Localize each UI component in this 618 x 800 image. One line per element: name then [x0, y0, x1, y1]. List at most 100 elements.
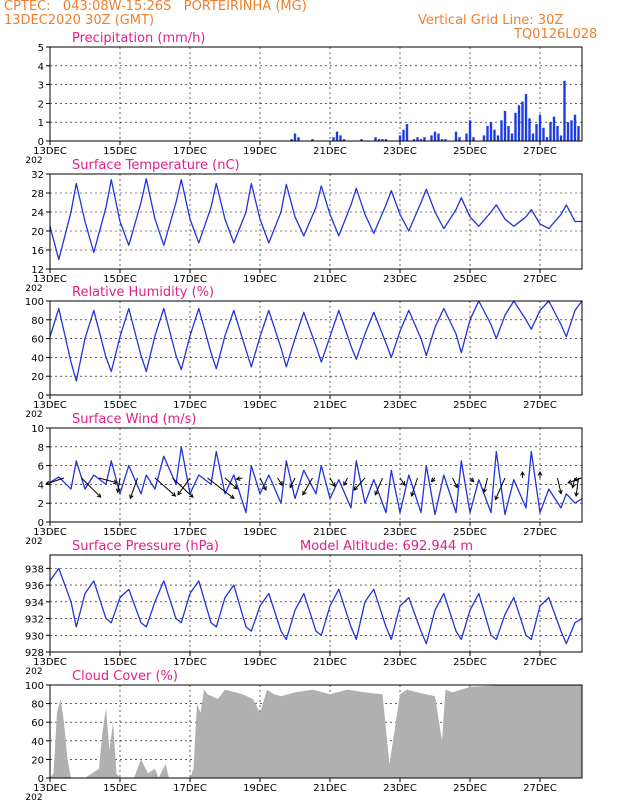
chart-3-wind-arrowhead: [278, 481, 283, 487]
chart-0-precip-bar: [514, 112, 517, 141]
chart-3-wind-arrow: [353, 477, 366, 491]
chart-2-xtick-label-6: 25DEC: [453, 400, 487, 411]
chart-0-precip-bar: [437, 133, 440, 141]
chart-3-wind-arrowhead: [331, 482, 336, 488]
chart-3-xtick-label-2: 17DEC: [173, 527, 207, 538]
chart-0-precip-bar: [430, 135, 433, 141]
chart-0-precip-bar: [433, 131, 437, 141]
chart-0-precip-bar: [577, 126, 580, 141]
chart-5-xtick-label-4: 21DEC: [313, 783, 347, 794]
chart-0-precip-bar: [416, 137, 419, 141]
chart-0-precip-bar: [419, 139, 423, 141]
chart-0-precip-bar: [381, 139, 384, 141]
chart-0-xtick-label-3: 19DEC: [243, 146, 277, 157]
chart-0-precip-bar: [405, 124, 409, 141]
chart-5-ytick-label-1: 20: [31, 755, 44, 766]
chart-1-xtick-label-7: 27DEC: [523, 274, 557, 285]
chart-3-wind-arrow: [343, 477, 348, 486]
chart-3-wind-arrowhead: [567, 479, 573, 484]
chart-5-xtick-label-3: 19DEC: [243, 783, 277, 794]
chart-0-precip-bar: [293, 133, 297, 141]
chart-4-ytick-label-4: 936: [25, 581, 44, 592]
chart-0-ytick-label-2: 2: [38, 99, 44, 110]
chart-0-precip-bar: [290, 139, 293, 141]
chart-3-wind-arrowhead: [302, 490, 307, 496]
chart-5-ytick-label-4: 80: [31, 700, 44, 711]
chart-3-wind-arrowhead: [453, 483, 458, 489]
chart-0-precip-bar: [472, 137, 475, 141]
header-line2-right: TQ0126L028: [514, 27, 598, 42]
chart-3-ytick-label-3: 6: [38, 462, 44, 473]
chart-1-ytick-label-5: 32: [31, 170, 44, 181]
chart-4-annotation: Model Altitude: 692.944 m: [300, 539, 473, 554]
chart-3-wind-arrow: [81, 477, 102, 498]
chart-0-xtick-label-4: 21DEC: [313, 146, 347, 157]
chart-5-year-label: 202: [25, 793, 42, 800]
chart-2-title: Relative Humidity (%): [72, 285, 214, 300]
chart-3-wind-arrow: [452, 477, 458, 488]
chart-1-ytick-label-1: 16: [31, 246, 44, 257]
chart-4-xtick-label-5: 23DEC: [383, 657, 417, 668]
chart-3-xtick-label-5: 23DEC: [383, 527, 417, 538]
chart-4-title: Surface Pressure (hPa): [72, 539, 219, 554]
chart-0-precip-bar: [339, 135, 342, 141]
chart-3-xtick-label-1: 15DEC: [103, 527, 137, 538]
chart-3-wind-arrow: [399, 477, 406, 486]
chart-0-precip-bar: [510, 133, 514, 141]
chart-0-precip-bar: [384, 139, 388, 141]
chart-0-ytick-label-4: 4: [38, 62, 44, 73]
chart-0-xtick-label-2: 17DEC: [173, 146, 207, 157]
chart-4-xtick-label-1: 15DEC: [103, 657, 137, 668]
chart-3-wind-arrowhead: [482, 488, 487, 494]
chart-3-wind-arrow: [411, 477, 418, 497]
chart-0-precip-bar: [549, 122, 552, 141]
chart-1-ytick-label-0: 12: [31, 265, 44, 276]
chart-3-wind-arrowhead: [177, 490, 182, 496]
chart-3-wind-arrowhead: [571, 483, 576, 489]
chart-3-wind-arrow: [117, 477, 121, 493]
chart-2-ytick-label-1: 20: [31, 372, 44, 383]
chart-0-precip-bar: [412, 139, 416, 141]
chart-3-xtick-label-6: 25DEC: [453, 527, 487, 538]
chart-1-xtick-label-4: 21DEC: [313, 274, 347, 285]
chart-0-precip-bar: [297, 137, 300, 141]
chart-3-wind-arrow: [329, 477, 336, 487]
chart-2-xtick-label-2: 17DEC: [173, 400, 207, 411]
chart-1-xtick-label-5: 23DEC: [383, 274, 417, 285]
chart-3-wind-arrow: [154, 477, 176, 497]
chart-3-xtick-label-7: 27DEC: [523, 527, 557, 538]
chart-3-wind-arrow: [374, 477, 383, 495]
chart-3-wind-arrow: [177, 477, 191, 496]
chart-4-xtick-label-2: 17DEC: [173, 657, 207, 668]
chart-3-wind-arrowhead: [574, 492, 579, 498]
chart-0-precip-bar: [563, 80, 566, 141]
chart-0-precip-bar: [489, 122, 493, 141]
chart-0-xtick-label-5: 23DEC: [383, 146, 417, 157]
chart-2-xtick-label-1: 15DEC: [103, 400, 137, 411]
chart-1-series-line: [49, 178, 582, 261]
chart-0-precip-bar: [458, 137, 461, 141]
chart-1-frame: [49, 173, 583, 270]
chart-4-xtick-label-3: 19DEC: [243, 657, 277, 668]
chart-0-title: Precipitation (mm/h): [72, 31, 205, 46]
chart-3-ytick-label-5: 10: [31, 424, 44, 435]
header-line1-right: Vertical Grid Line: 30Z: [418, 13, 564, 28]
chart-0-precip-bar: [398, 135, 402, 141]
chart-2-xtick-label-0: 13DEC: [33, 400, 67, 411]
chart-4-xtick-label-0: 13DEC: [33, 657, 67, 668]
chart-0-precip-bar: [542, 127, 545, 141]
chart-0-precip-bar: [335, 131, 339, 141]
chart-3-wind-arrowhead: [112, 479, 119, 485]
chart-3-wind-arrow: [129, 477, 138, 499]
chart-4-ytick-label-1: 930: [25, 631, 44, 642]
chart-0-precip-bar: [486, 126, 489, 141]
chart-0-precip-bar: [444, 139, 447, 141]
chart-1-xtick-label-6: 25DEC: [453, 274, 487, 285]
chart-0-precip-bar: [500, 120, 503, 141]
chart-3-xtick-label-0: 13DEC: [33, 527, 67, 538]
chart-3-wind-arrowhead: [188, 493, 194, 498]
chart-4-ytick-label-3: 934: [25, 598, 44, 609]
chart-0-ytick-label-1: 1: [38, 118, 44, 129]
chart-2-frame: [49, 300, 583, 396]
chart-0-ytick-label-3: 3: [38, 81, 44, 92]
